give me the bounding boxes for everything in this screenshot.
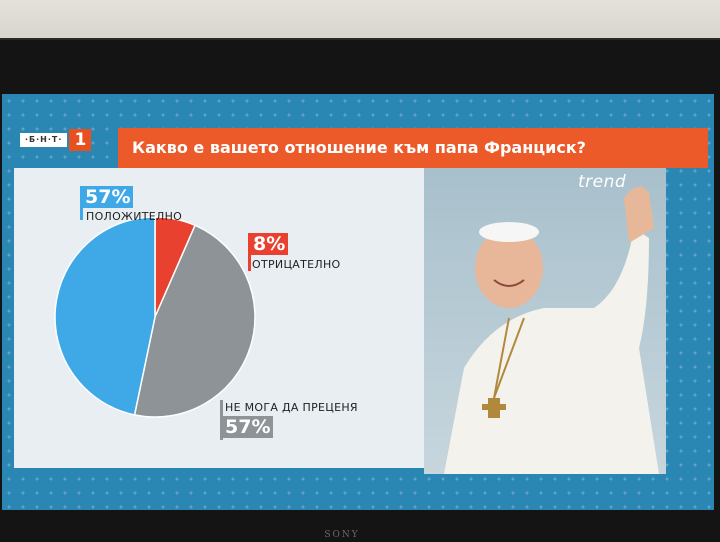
question-title: Какво е вашето отношение към папа Франци… — [118, 128, 708, 168]
pie-chart — [54, 216, 256, 418]
negative-label: ОТРИЦАТЕЛНО — [252, 258, 341, 271]
tv-brand-label: SONY — [324, 530, 360, 540]
pope-photo — [424, 168, 666, 474]
pie-slice-positive — [54, 216, 156, 416]
undecided-marker — [220, 400, 223, 440]
negative-marker — [248, 233, 251, 271]
pope-illustration — [444, 186, 659, 474]
positive-marker — [80, 186, 83, 220]
positive-value: 57% — [82, 186, 134, 208]
channel-logo: ·Б·Н·Т· 1 — [20, 129, 92, 151]
pie-slice-undecided — [133, 224, 256, 418]
channel-logo-text: ·Б·Н·Т· — [20, 133, 68, 147]
positive-label: ПОЛОЖИТЕЛНО — [86, 210, 183, 223]
undecided-label: НЕ МОГА ДА ПРЕЦЕНЯ — [225, 401, 358, 414]
channel-number: 1 — [69, 129, 92, 151]
negative-value: 8% — [250, 233, 289, 255]
pollster-logo: trend — [578, 172, 627, 192]
undecided-value: 57% — [222, 416, 274, 438]
